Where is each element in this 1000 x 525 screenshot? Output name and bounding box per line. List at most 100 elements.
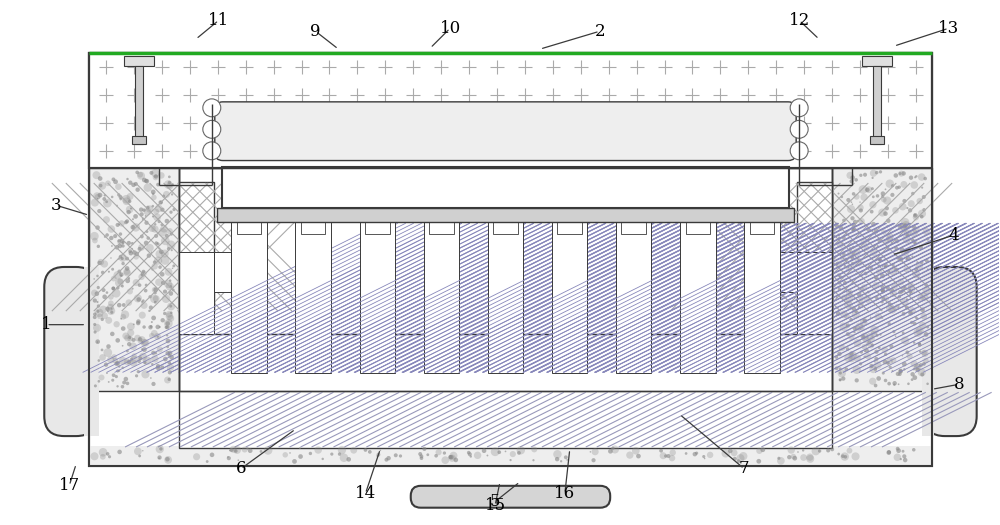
Point bbox=[160, 456, 176, 464]
Point bbox=[870, 312, 886, 321]
Point bbox=[713, 117, 729, 125]
Point bbox=[437, 456, 453, 465]
FancyBboxPatch shape bbox=[215, 102, 796, 161]
Point bbox=[130, 317, 146, 326]
Point bbox=[153, 198, 169, 207]
Point bbox=[120, 277, 136, 285]
Point bbox=[132, 354, 148, 362]
Point bbox=[844, 200, 860, 208]
Point bbox=[891, 447, 907, 455]
Point bbox=[914, 209, 930, 218]
Point bbox=[286, 135, 302, 144]
Point bbox=[157, 309, 173, 318]
Point bbox=[879, 196, 895, 205]
Point bbox=[914, 368, 930, 376]
Bar bbox=[360, 222, 395, 373]
Point bbox=[915, 321, 931, 330]
Point bbox=[140, 203, 156, 212]
Point bbox=[895, 287, 911, 295]
Point bbox=[155, 228, 171, 236]
Point bbox=[914, 258, 930, 267]
Point bbox=[139, 177, 155, 185]
Point bbox=[400, 144, 416, 152]
Point bbox=[871, 255, 887, 264]
Point bbox=[100, 342, 116, 351]
Point bbox=[918, 281, 934, 289]
Point bbox=[136, 269, 152, 278]
Point bbox=[846, 304, 862, 313]
Point bbox=[94, 182, 110, 190]
Point bbox=[119, 217, 135, 225]
Point bbox=[110, 271, 126, 279]
Point bbox=[438, 121, 454, 130]
Point bbox=[906, 223, 922, 231]
Point bbox=[831, 285, 847, 293]
Bar bbox=[89, 53, 932, 167]
Point bbox=[124, 239, 140, 248]
Point bbox=[859, 295, 875, 303]
Point bbox=[234, 136, 250, 144]
Point bbox=[416, 445, 432, 453]
Point bbox=[132, 335, 148, 343]
Bar bbox=[797, 182, 832, 312]
Point bbox=[586, 456, 602, 465]
Point bbox=[879, 204, 895, 213]
Bar bbox=[750, 222, 774, 234]
Point bbox=[686, 125, 702, 133]
Point bbox=[578, 126, 594, 134]
Point bbox=[428, 119, 444, 127]
Point bbox=[859, 186, 875, 194]
Point bbox=[103, 234, 119, 242]
Point bbox=[101, 316, 117, 324]
Point bbox=[160, 349, 176, 358]
Point bbox=[119, 264, 135, 272]
Point bbox=[914, 213, 930, 221]
Text: 16: 16 bbox=[554, 485, 575, 502]
Point bbox=[122, 192, 138, 201]
Point bbox=[90, 302, 106, 310]
Point bbox=[310, 446, 326, 454]
Point bbox=[161, 245, 177, 253]
Point bbox=[136, 345, 152, 354]
Point bbox=[123, 322, 139, 331]
Point bbox=[572, 121, 588, 130]
Point bbox=[833, 224, 849, 232]
Point bbox=[719, 128, 735, 136]
Point bbox=[628, 447, 644, 455]
Point bbox=[161, 310, 177, 318]
Point bbox=[863, 313, 879, 321]
Point bbox=[122, 178, 138, 187]
Text: 8: 8 bbox=[953, 376, 964, 393]
Point bbox=[160, 280, 176, 288]
Point bbox=[514, 122, 530, 130]
Point bbox=[841, 288, 857, 297]
Point bbox=[802, 455, 818, 463]
Point bbox=[138, 239, 154, 247]
Point bbox=[880, 359, 896, 368]
Point bbox=[86, 275, 102, 283]
Point bbox=[908, 213, 924, 222]
Point bbox=[150, 181, 166, 189]
Point bbox=[119, 269, 135, 277]
Point bbox=[876, 195, 892, 204]
Point bbox=[896, 180, 912, 188]
Point bbox=[851, 290, 867, 299]
Point bbox=[903, 288, 919, 296]
Bar bbox=[89, 53, 932, 167]
Point bbox=[658, 452, 674, 460]
Point bbox=[419, 128, 435, 136]
Bar bbox=[873, 66, 881, 144]
Point bbox=[165, 180, 181, 188]
Point bbox=[616, 133, 632, 141]
Point bbox=[293, 453, 309, 461]
Point bbox=[860, 352, 876, 360]
Point bbox=[498, 447, 514, 456]
Point bbox=[157, 256, 173, 265]
Point bbox=[906, 446, 922, 454]
Point bbox=[831, 230, 847, 239]
Text: 15: 15 bbox=[484, 497, 506, 514]
Point bbox=[505, 450, 521, 458]
Point bbox=[108, 177, 124, 186]
Point bbox=[150, 364, 166, 372]
Point bbox=[121, 239, 137, 247]
